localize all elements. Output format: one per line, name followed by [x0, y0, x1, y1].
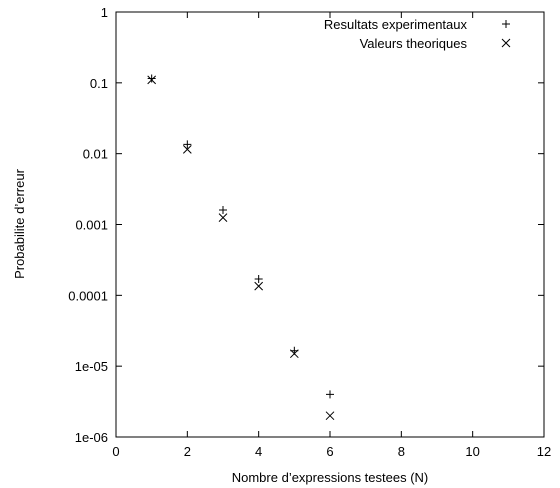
- x-tick-label: 2: [184, 444, 191, 459]
- y-tick-label: 1e-06: [75, 430, 108, 445]
- data-marks: [147, 74, 335, 421]
- data-point: [326, 390, 334, 399]
- data-point: [289, 349, 299, 359]
- legend-label: Resultats experimentaux: [324, 17, 468, 32]
- data-point: [218, 213, 228, 222]
- axis-ticks: [115, 11, 545, 438]
- data-point: [254, 281, 264, 291]
- data-point: [147, 74, 156, 83]
- data-point: [325, 411, 335, 421]
- y-tick-label: 1: [101, 5, 108, 20]
- series-2: [147, 75, 335, 421]
- y-tick-label: 1e-05: [75, 359, 108, 374]
- x-tick-label: 6: [326, 444, 333, 459]
- data-point: [147, 75, 157, 85]
- x-tick-label: 8: [398, 444, 405, 459]
- y-tick-label: 0.0001: [68, 288, 108, 303]
- plot-frame: [115, 11, 545, 438]
- y-axis-label: Probabilite d’erreur: [12, 168, 27, 279]
- axis-tick-labels: 0 2 4 6 8 10 12 1 0.1 0.01 0.001 0.0001 1e-05 1e-06: [68, 5, 551, 459]
- y-tick-label: 0.01: [83, 147, 108, 162]
- y-tick-label: 0.1: [90, 76, 108, 91]
- series-1: [147, 74, 334, 399]
- x-axis-label: Nombre d’expressions testees (N): [232, 470, 429, 485]
- legend-label: Valeurs theoriques: [360, 36, 468, 51]
- data-point: [182, 145, 192, 154]
- y-tick-label: 0.001: [75, 218, 108, 233]
- x-tick-label: 10: [465, 444, 479, 459]
- data-point: [183, 140, 192, 149]
- x-tick-label: 0: [112, 444, 119, 459]
- legend-marker: [502, 20, 510, 28]
- x-tick-label: 12: [537, 444, 551, 459]
- data-point: [219, 206, 227, 215]
- x-tick-label: 4: [255, 444, 262, 459]
- data-point: [254, 275, 263, 284]
- legend: Resultats experimentaux Valeurs theorique…: [324, 17, 511, 51]
- legend-marker: [501, 38, 511, 48]
